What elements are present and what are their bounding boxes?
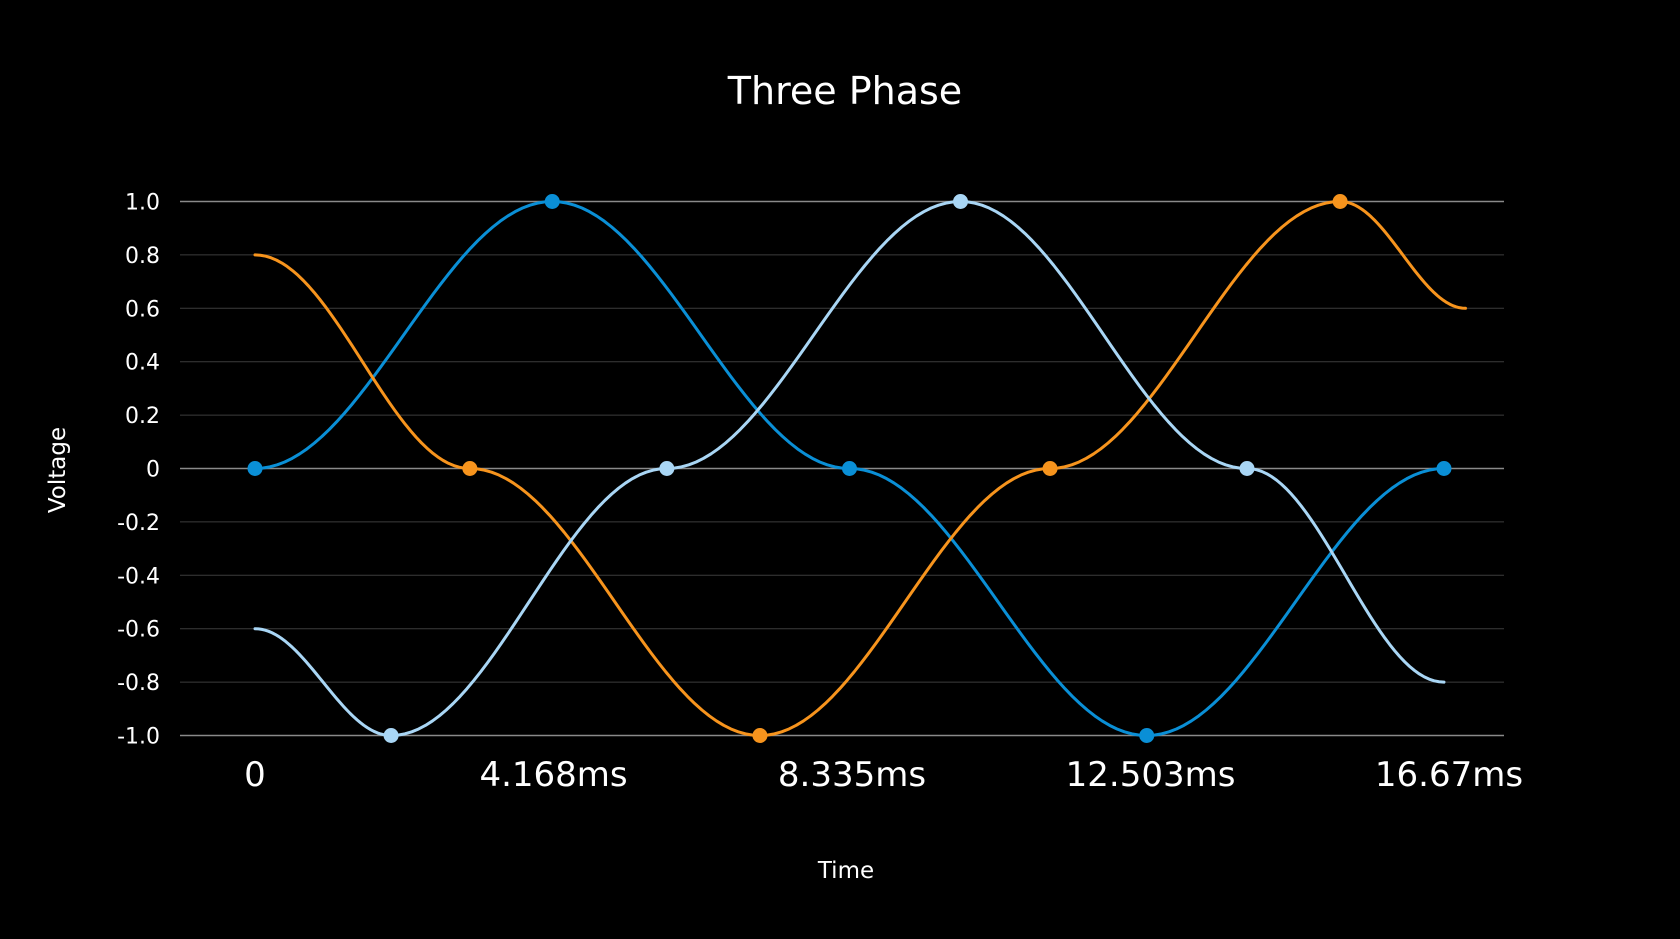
x-axis-label: Time — [817, 858, 874, 884]
y-tick-label: 0.4 — [125, 351, 160, 376]
data-point — [1042, 461, 1058, 476]
y-tick-label: 0.6 — [125, 297, 160, 322]
y-tick-label: -0.6 — [117, 618, 160, 643]
data-point — [953, 194, 969, 209]
series-line-3 — [253, 200, 1446, 737]
series-markers — [247, 194, 1452, 743]
y-axis-label: Voltage — [45, 427, 71, 513]
x-tick-label: 8.335ms — [778, 755, 926, 795]
data-point — [247, 461, 263, 476]
y-tick-label: 0.8 — [125, 244, 160, 269]
x-tick-label: 0 — [244, 755, 266, 795]
x-tick-label: 16.67ms — [1375, 755, 1523, 795]
x-tick-label: 12.503ms — [1066, 755, 1236, 795]
x-tick-label: 4.168ms — [479, 755, 627, 795]
y-tick-label: 1.0 — [125, 191, 160, 216]
data-point — [1239, 461, 1255, 476]
data-point — [544, 194, 560, 209]
x-axis-ticks: 0 4.168ms 8.335ms 12.503ms 16.67ms — [244, 755, 1523, 795]
data-point — [462, 461, 478, 476]
y-tick-label: 0 — [146, 458, 160, 483]
data-point — [383, 728, 399, 743]
chart-title: Three Phase — [727, 69, 962, 113]
data-point — [1436, 461, 1452, 476]
y-tick-label: -0.8 — [117, 671, 160, 696]
y-tick-label: -0.2 — [117, 511, 160, 536]
data-point — [752, 728, 768, 743]
data-point — [659, 461, 675, 476]
data-point — [1139, 728, 1155, 743]
y-tick-label: 0.2 — [125, 404, 160, 429]
data-point — [841, 461, 857, 476]
data-point — [1332, 194, 1348, 209]
y-tick-label: -1.0 — [117, 725, 160, 750]
series-line-2 — [253, 200, 1467, 737]
y-tick-label: -0.4 — [117, 564, 160, 589]
y-axis-ticks: 1.0 0.8 0.6 0.4 0.2 0 -0.2 -0.4 -0.6 -0.8 -1.0 — [117, 191, 160, 750]
